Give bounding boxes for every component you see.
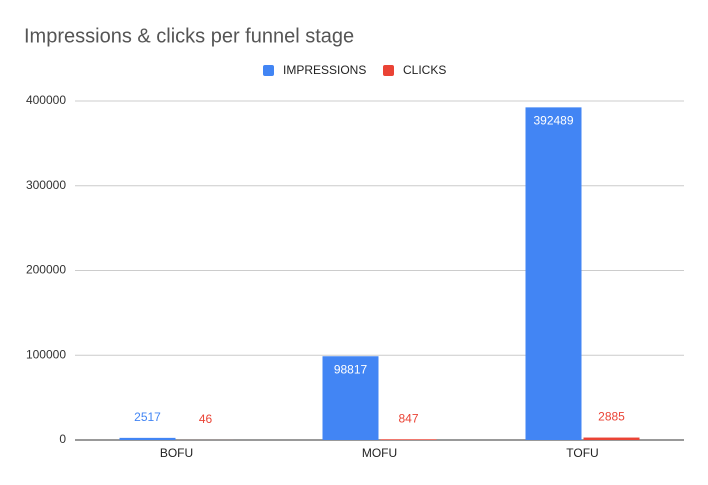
data-label: 847 [398, 411, 418, 425]
y-tick-label: 100000 [26, 347, 66, 361]
bar [322, 356, 379, 440]
legend-label: CLICKS [403, 63, 446, 77]
legend-swatch [383, 65, 394, 76]
data-label: 2517 [134, 410, 161, 424]
x-tick-label: BOFU [160, 446, 193, 460]
data-label: 46 [199, 412, 213, 426]
legend-swatch [263, 65, 274, 76]
x-tick-label: TOFU [566, 446, 598, 460]
bar [119, 437, 176, 440]
y-tick-label: 0 [59, 432, 66, 446]
bar [583, 437, 640, 440]
legend-label: IMPRESSIONS [283, 63, 366, 77]
data-label: 2885 [598, 410, 625, 424]
x-tick-label: MOFU [362, 446, 397, 460]
y-tick-label: 300000 [26, 178, 66, 192]
y-tick-label: 400000 [26, 93, 66, 107]
y-tick-label: 200000 [26, 263, 66, 277]
bar [525, 107, 582, 440]
bar [380, 439, 437, 440]
data-label: 98817 [334, 362, 368, 376]
data-label: 392489 [533, 114, 573, 128]
chart-title: Impressions & clicks per funnel stage [24, 25, 354, 47]
